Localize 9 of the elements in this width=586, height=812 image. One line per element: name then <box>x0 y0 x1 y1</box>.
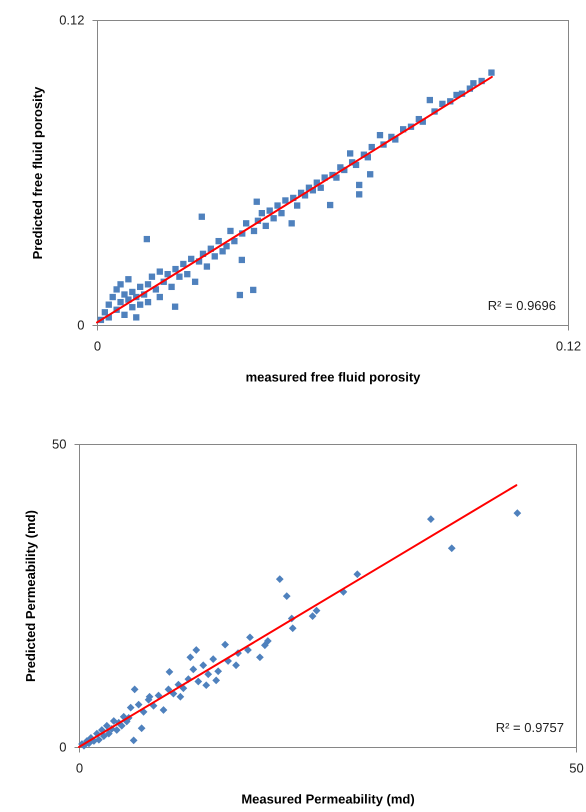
annotation: R² = 0.9757 <box>496 720 564 735</box>
y-tick-label: 0.12 <box>59 12 84 28</box>
annotation: R² = 0.9696 <box>488 298 556 313</box>
y-axis-title: Predicted Permeability (md) <box>23 510 38 682</box>
x-axis-title: measured free fluid porosity <box>246 370 422 384</box>
y-tick-label: 50 <box>52 436 66 452</box>
x-axis-title: Measured Permeability (md) <box>241 792 415 806</box>
y-tick-label: 0 <box>59 740 66 754</box>
y-axis-title: Predicted free fluid porosity <box>30 86 46 260</box>
